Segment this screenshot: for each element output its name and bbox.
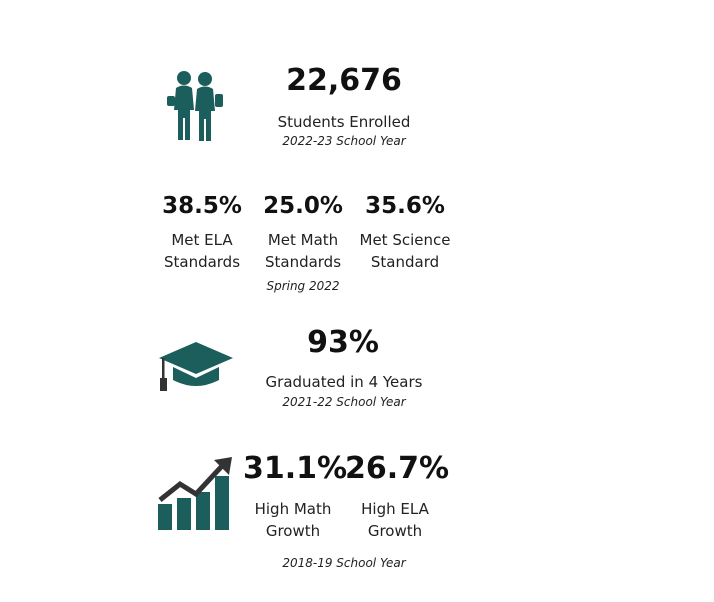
standards-period: Spring 2022 [266, 279, 340, 293]
ela-growth-label-line2: Growth [367, 522, 423, 540]
math-growth-percent: 31.1% [243, 451, 348, 486]
ela-growth-percent: 26.7% [345, 451, 450, 486]
ela-growth-label-line1: High ELA [361, 500, 429, 518]
math-standards-label-line2: Standards [264, 253, 342, 271]
ela-standards-label-line1: Met ELA [171, 231, 233, 249]
math-standards-label-line1: Met Math [267, 231, 339, 249]
enrollment-count: 22,676 [286, 63, 402, 98]
graduation-cap-icon [159, 342, 233, 391]
graduation-rate: 93% [307, 325, 379, 360]
growth-period: 2018-19 School Year [282, 556, 406, 570]
graduation-label: Graduated in 4 Years [265, 373, 423, 391]
ela-standards-label-line2: Standards [163, 253, 241, 271]
enrollment-label: Students Enrolled [277, 113, 411, 131]
science-standards-label-line1: Met Science [359, 231, 451, 249]
math-growth-label-line1: High Math [254, 500, 332, 518]
growth-chart-icon [158, 457, 232, 530]
math-growth-label-line2: Growth [265, 522, 321, 540]
enrollment-period: 2022-23 School Year [282, 134, 406, 148]
students-icon [167, 71, 223, 141]
ela-standards-percent: 38.5% [162, 193, 242, 219]
math-standards-percent: 25.0% [263, 193, 343, 219]
science-standards-label-line2: Standard [370, 253, 440, 271]
graduation-period: 2021-22 School Year [282, 395, 406, 409]
science-standards-percent: 35.6% [365, 193, 445, 219]
